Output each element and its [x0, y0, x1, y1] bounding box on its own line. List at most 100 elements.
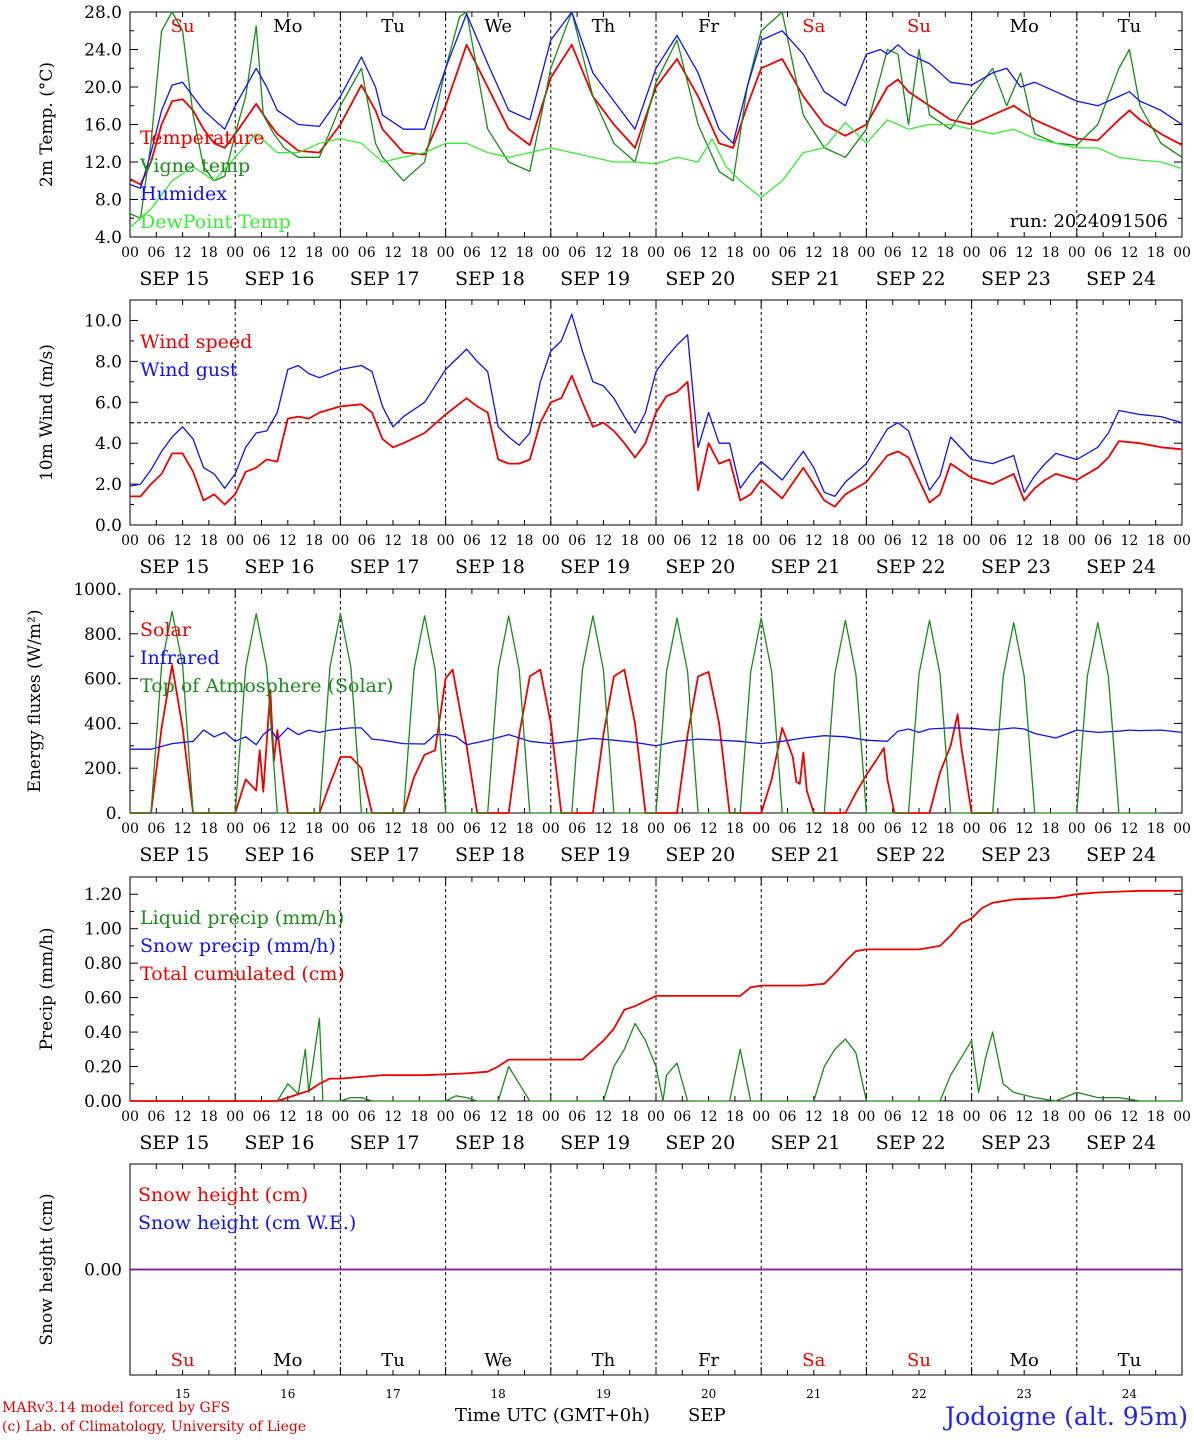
hour-tick-label: 06 [884, 245, 902, 261]
hour-tick-label: 18 [516, 533, 534, 549]
y-tick-label: 400. [84, 714, 122, 734]
series-line-top-of-atmosphere-solar- [130, 610, 1161, 814]
hour-tick-label: 00 [437, 821, 455, 837]
y-tick-label: 4.0 [95, 434, 122, 454]
hour-tick-label: 00 [752, 821, 770, 837]
hour-tick-label: 18 [410, 1109, 428, 1125]
y-tick-label: 24.0 [84, 41, 122, 61]
panel-3: 0. 200. 400. 600. 800. 1000. Energy fluxes (W/… [25, 580, 1191, 866]
hour-tick-label: 06 [253, 533, 271, 549]
hour-tick-label: 06 [253, 1109, 271, 1125]
legend-entry: Top of Atmosphere (Solar) [140, 675, 393, 697]
legend-entry: Total cumulated (cm) [140, 963, 345, 985]
hour-tick-label: 12 [489, 533, 507, 549]
weekday-label: We [484, 1350, 512, 1371]
legend-entry: Vigne temp [139, 155, 250, 177]
hour-tick-label: 06 [1094, 245, 1112, 261]
date-label: SEP 15 [139, 1132, 209, 1154]
hour-tick-label: 00 [963, 1109, 981, 1125]
date-label: SEP 16 [245, 268, 315, 290]
hour-tick-label: 06 [779, 821, 797, 837]
hour-tick-label: 00 [226, 533, 244, 549]
date-label: SEP 20 [665, 1132, 735, 1154]
weekday-label: Sa [802, 1350, 825, 1371]
hour-tick-label: 18 [305, 245, 323, 261]
hour-tick-label: 12 [910, 821, 928, 837]
hour-tick-label: 18 [936, 245, 954, 261]
series-line-vigne-temp [129, 11, 1183, 219]
y-tick-label: 800. [84, 625, 122, 645]
weekday-label: Mo [1010, 1350, 1039, 1371]
hour-tick-label: 06 [884, 821, 902, 837]
hour-tick-label: 18 [726, 821, 744, 837]
weekday-label: Sa [802, 16, 825, 37]
y-tick-label: 600. [84, 670, 122, 690]
hour-tick-label: 00 [963, 821, 981, 837]
run-annotation: run: 2024091506 [1010, 211, 1168, 232]
date-label: SEP 20 [665, 556, 735, 578]
y-tick-label: 12.0 [84, 153, 122, 173]
hour-tick-label: 12 [489, 1109, 507, 1125]
y-tick-label: 6.0 [95, 393, 122, 413]
hour-tick-label: 06 [253, 245, 271, 261]
hour-tick-label: 06 [779, 1109, 797, 1125]
hour-tick-label: 12 [1015, 1109, 1033, 1125]
y-axis-label: Snow height (cm) [37, 1193, 57, 1345]
date-label: SEP 17 [350, 268, 420, 290]
hour-tick-label: 12 [174, 1109, 192, 1125]
y-tick-label: 0.60 [84, 989, 122, 1009]
series-line-wind-speed [130, 374, 1183, 508]
day-number-label: 17 [385, 1387, 400, 1401]
date-label: SEP 24 [1086, 268, 1156, 290]
hour-tick-label: 12 [910, 533, 928, 549]
date-label: SEP 23 [981, 556, 1051, 578]
hour-tick-label: 00 [963, 245, 981, 261]
hour-tick-label: 06 [147, 245, 165, 261]
hour-tick-label: 06 [147, 1109, 165, 1125]
hour-tick-label: 00 [542, 1109, 560, 1125]
hour-tick-label: 12 [279, 533, 297, 549]
date-label: SEP 15 [139, 844, 209, 866]
date-label: SEP 19 [560, 556, 630, 578]
date-label: SEP 18 [455, 1132, 525, 1154]
y-tick-label: 1000. [73, 580, 122, 600]
y-tick-label: 0.0 [95, 516, 122, 536]
hour-tick-label: 00 [752, 245, 770, 261]
hour-tick-label: 18 [305, 533, 323, 549]
hour-tick-label: 00 [1173, 1109, 1191, 1125]
hour-tick-label: 18 [1147, 245, 1165, 261]
y-axis-label: Energy fluxes (W/m²) [25, 610, 45, 793]
hour-tick-label: 18 [1147, 821, 1165, 837]
hour-tick-label: 12 [700, 1109, 718, 1125]
weekday-label: Su [171, 1350, 195, 1371]
weekday-label: Fr [698, 1350, 719, 1371]
legend-entry: Liquid precip (mm/h) [140, 907, 344, 929]
hour-tick-label: 18 [831, 1109, 849, 1125]
date-label: SEP 22 [876, 1132, 946, 1154]
hour-tick-label: 06 [1094, 821, 1112, 837]
hour-tick-label: 18 [831, 821, 849, 837]
y-tick-label: 200. [84, 759, 122, 779]
date-label: SEP 21 [771, 556, 841, 578]
y-tick-label: 0.20 [84, 1058, 122, 1078]
weekday-label: Tu [1118, 16, 1142, 37]
weekday-label: Su [907, 1350, 931, 1371]
hour-tick-label: 18 [1042, 533, 1060, 549]
hour-tick-label: 18 [726, 1109, 744, 1125]
hour-tick-label: 00 [121, 245, 139, 261]
hour-tick-label: 06 [358, 533, 376, 549]
hour-tick-label: 12 [700, 533, 718, 549]
hour-tick-label: 12 [384, 1109, 402, 1125]
hour-tick-label: 00 [857, 533, 875, 549]
date-label: SEP 18 [455, 268, 525, 290]
day-number-label: 21 [806, 1387, 821, 1401]
y-axis-label: Precip (mm/h) [37, 927, 57, 1050]
hour-tick-label: 12 [805, 245, 823, 261]
hour-tick-label: 18 [1042, 821, 1060, 837]
day-number-label: 16 [280, 1387, 295, 1401]
date-label: SEP 17 [350, 844, 420, 866]
hour-tick-label: 00 [331, 245, 349, 261]
hour-tick-label: 06 [673, 533, 691, 549]
series-line-humidex [129, 11, 1183, 189]
hour-tick-label: 12 [594, 533, 612, 549]
